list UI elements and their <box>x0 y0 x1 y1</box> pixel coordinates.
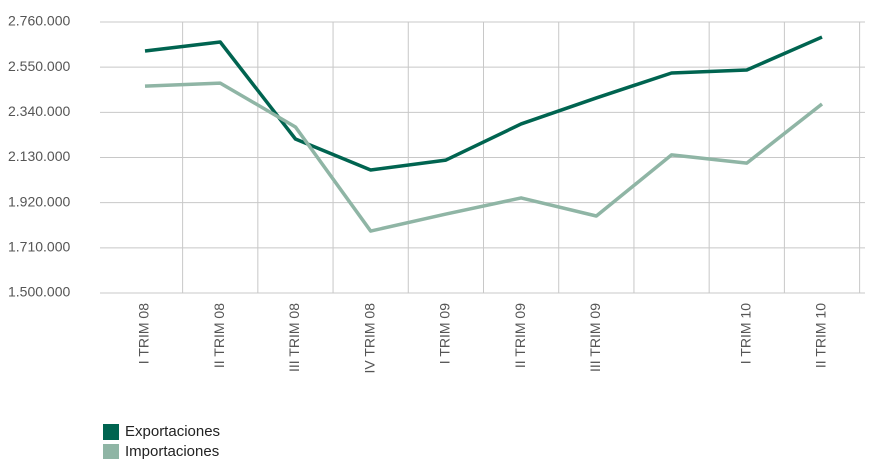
y-tick-label: 2.130.000 <box>8 148 70 164</box>
y-tick-label: 2.340.000 <box>8 103 70 119</box>
x-tick-label: II TRIM 10 <box>813 303 829 368</box>
legend-label: Importaciones <box>125 443 219 459</box>
y-tick-label: 2.760.000 <box>8 13 70 29</box>
line-series <box>144 35 823 172</box>
x-tick-label: III TRIM 09 <box>587 303 603 372</box>
y-tick-label: 1.500.000 <box>8 284 70 300</box>
y-tick-label: 1.710.000 <box>8 239 70 255</box>
x-tick-label: II TRIM 09 <box>512 303 528 368</box>
legend-swatch <box>103 444 119 460</box>
x-tick-label: I TRIM 08 <box>136 303 152 364</box>
line-series <box>144 81 824 233</box>
x-tick-label: IV TRIM 08 <box>361 303 377 374</box>
x-tick-label: III TRIM 08 <box>286 303 302 372</box>
x-tick-label: II TRIM 08 <box>211 303 227 368</box>
y-tick-label: 2.550.000 <box>8 58 70 74</box>
y-tick-label: 1.920.000 <box>8 193 70 209</box>
legend-swatch <box>103 424 119 440</box>
x-tick-label: I TRIM 09 <box>437 303 453 364</box>
x-tick-label: I TRIM 10 <box>737 303 753 364</box>
legend-label: Exportaciones <box>125 423 220 440</box>
